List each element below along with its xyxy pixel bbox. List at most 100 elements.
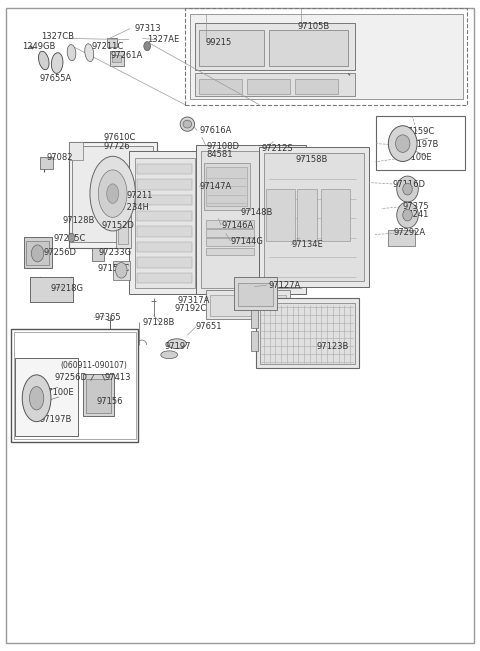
- Text: 97152D: 97152D: [101, 221, 134, 230]
- Text: 97192C: 97192C: [174, 304, 207, 313]
- Bar: [137, 242, 192, 252]
- Text: 97100E: 97100E: [400, 154, 432, 162]
- Bar: [69, 142, 157, 247]
- Text: 97211: 97211: [126, 191, 153, 200]
- Bar: [260, 303, 355, 365]
- Bar: [92, 247, 104, 260]
- Bar: [137, 195, 192, 205]
- Ellipse shape: [22, 375, 51, 422]
- Bar: [322, 189, 350, 241]
- Bar: [137, 226, 192, 236]
- Text: 97144G: 97144G: [230, 236, 264, 245]
- Ellipse shape: [167, 339, 186, 348]
- Ellipse shape: [183, 120, 192, 128]
- Ellipse shape: [98, 170, 127, 217]
- Ellipse shape: [107, 184, 119, 203]
- Bar: [137, 257, 192, 268]
- Text: 1327AE: 1327AE: [147, 35, 179, 44]
- Bar: [194, 74, 355, 96]
- Ellipse shape: [38, 51, 49, 70]
- Ellipse shape: [397, 176, 418, 202]
- Bar: [72, 146, 153, 242]
- Bar: [206, 247, 254, 255]
- Bar: [388, 230, 415, 246]
- Text: 97108D: 97108D: [206, 143, 240, 151]
- Text: 97234H: 97234H: [117, 202, 150, 212]
- Text: 97116D: 97116D: [392, 180, 425, 189]
- Text: 97212S: 97212S: [262, 144, 293, 152]
- Text: 97292A: 97292A: [393, 228, 425, 237]
- Bar: [40, 158, 53, 169]
- Text: 97147A: 97147A: [199, 182, 231, 191]
- Ellipse shape: [90, 156, 135, 231]
- Text: 97726: 97726: [104, 143, 130, 151]
- Bar: [206, 220, 254, 228]
- Text: 97134E: 97134E: [291, 240, 323, 249]
- Text: 97197: 97197: [165, 342, 192, 351]
- Bar: [26, 241, 49, 265]
- Bar: [256, 298, 359, 368]
- Text: 97158B: 97158B: [296, 156, 328, 164]
- Text: 97197B: 97197B: [40, 415, 72, 424]
- Bar: [206, 167, 247, 206]
- Bar: [238, 283, 273, 306]
- Text: 84581: 84581: [206, 150, 233, 159]
- Text: 97146A: 97146A: [221, 221, 253, 230]
- Bar: [137, 164, 192, 174]
- Ellipse shape: [388, 126, 417, 161]
- Ellipse shape: [403, 183, 412, 195]
- Ellipse shape: [161, 351, 178, 359]
- Bar: [107, 38, 118, 48]
- Ellipse shape: [51, 53, 63, 74]
- Text: 97082: 97082: [46, 154, 72, 162]
- Bar: [266, 189, 295, 241]
- Bar: [196, 145, 306, 294]
- Text: 97128B: 97128B: [63, 215, 96, 225]
- Text: 97256D: 97256D: [55, 373, 88, 382]
- Bar: [194, 23, 355, 70]
- Bar: [295, 79, 338, 94]
- Bar: [210, 295, 286, 316]
- Text: 97211C: 97211C: [92, 42, 124, 51]
- Text: 97616A: 97616A: [199, 126, 232, 135]
- Bar: [376, 117, 465, 170]
- Bar: [11, 329, 138, 443]
- Text: 97105B: 97105B: [298, 22, 330, 31]
- Text: 97151C: 97151C: [98, 264, 130, 273]
- Text: (060911-090107): (060911-090107): [60, 361, 127, 370]
- Text: 97100E: 97100E: [42, 388, 74, 397]
- Text: 97256D: 97256D: [44, 247, 77, 256]
- Text: 1327CB: 1327CB: [41, 32, 74, 41]
- Ellipse shape: [403, 209, 412, 221]
- Ellipse shape: [396, 135, 410, 152]
- Ellipse shape: [29, 387, 44, 410]
- Text: 97123B: 97123B: [317, 342, 349, 351]
- Bar: [24, 237, 52, 268]
- Bar: [112, 55, 121, 62]
- Text: 97317A: 97317A: [178, 296, 210, 305]
- Text: 97128B: 97128B: [143, 318, 175, 327]
- Text: 97235C: 97235C: [53, 234, 86, 243]
- Ellipse shape: [397, 202, 418, 228]
- Bar: [185, 8, 468, 105]
- Text: 97197B: 97197B: [407, 141, 439, 150]
- Text: 97218G: 97218G: [51, 284, 84, 293]
- Bar: [259, 147, 369, 286]
- Ellipse shape: [85, 44, 94, 62]
- Bar: [199, 30, 264, 66]
- Text: 99215: 99215: [205, 38, 232, 48]
- Text: 97241: 97241: [403, 210, 429, 219]
- Bar: [69, 142, 145, 158]
- Bar: [129, 152, 200, 294]
- Bar: [83, 374, 114, 417]
- Bar: [204, 163, 250, 210]
- Bar: [137, 210, 192, 221]
- Bar: [137, 273, 192, 283]
- Bar: [137, 179, 192, 189]
- Circle shape: [68, 233, 75, 242]
- Text: 97156: 97156: [96, 397, 123, 406]
- Ellipse shape: [180, 117, 194, 132]
- Bar: [206, 229, 254, 237]
- Text: 97233G: 97233G: [99, 248, 132, 257]
- Bar: [15, 358, 78, 436]
